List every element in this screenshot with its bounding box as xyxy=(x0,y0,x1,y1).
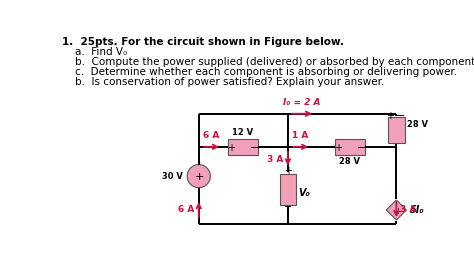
Text: a.  Find V₀: a. Find V₀ xyxy=(63,47,128,57)
Text: I₀ = 2 A: I₀ = 2 A xyxy=(283,98,320,107)
Circle shape xyxy=(187,165,210,188)
Polygon shape xyxy=(386,200,406,220)
Text: 5I₀: 5I₀ xyxy=(410,205,424,215)
Bar xyxy=(335,139,365,155)
Bar xyxy=(280,174,296,205)
Text: b.  Compute the power supplied (delivered) or absorbed by each component.: b. Compute the power supplied (delivered… xyxy=(63,57,474,67)
Text: 6 A: 6 A xyxy=(203,131,219,140)
Text: 28 V: 28 V xyxy=(407,120,428,129)
Text: −: − xyxy=(250,143,259,153)
Text: 1.  25pts. For the circuit shown in Figure below.: 1. 25pts. For the circuit shown in Figur… xyxy=(63,37,344,47)
Text: 30 V: 30 V xyxy=(163,172,183,181)
Text: +: + xyxy=(394,207,401,216)
Text: b.  Is conservation of power satisfied? Explain your answer.: b. Is conservation of power satisfied? E… xyxy=(63,77,385,87)
Text: +: + xyxy=(228,143,235,153)
Bar xyxy=(228,139,258,155)
Text: +: + xyxy=(386,111,394,121)
Text: c.  Determine whether each component is absorbing or delivering power.: c. Determine whether each component is a… xyxy=(63,67,457,77)
Text: −: − xyxy=(396,111,405,121)
Text: 3 A: 3 A xyxy=(400,206,417,215)
Text: 1 A: 1 A xyxy=(292,131,309,140)
Text: −: − xyxy=(284,202,292,212)
Text: V₀: V₀ xyxy=(298,188,310,198)
Text: 6 A: 6 A xyxy=(179,206,195,215)
Bar xyxy=(388,117,405,143)
Text: +: + xyxy=(284,167,292,176)
Text: +: + xyxy=(195,172,204,182)
Text: 3 A: 3 A xyxy=(267,155,283,164)
Text: 28 V: 28 V xyxy=(339,157,360,166)
Text: 12 V: 12 V xyxy=(232,128,254,137)
Text: +: + xyxy=(334,143,342,153)
Text: −: − xyxy=(357,143,366,153)
